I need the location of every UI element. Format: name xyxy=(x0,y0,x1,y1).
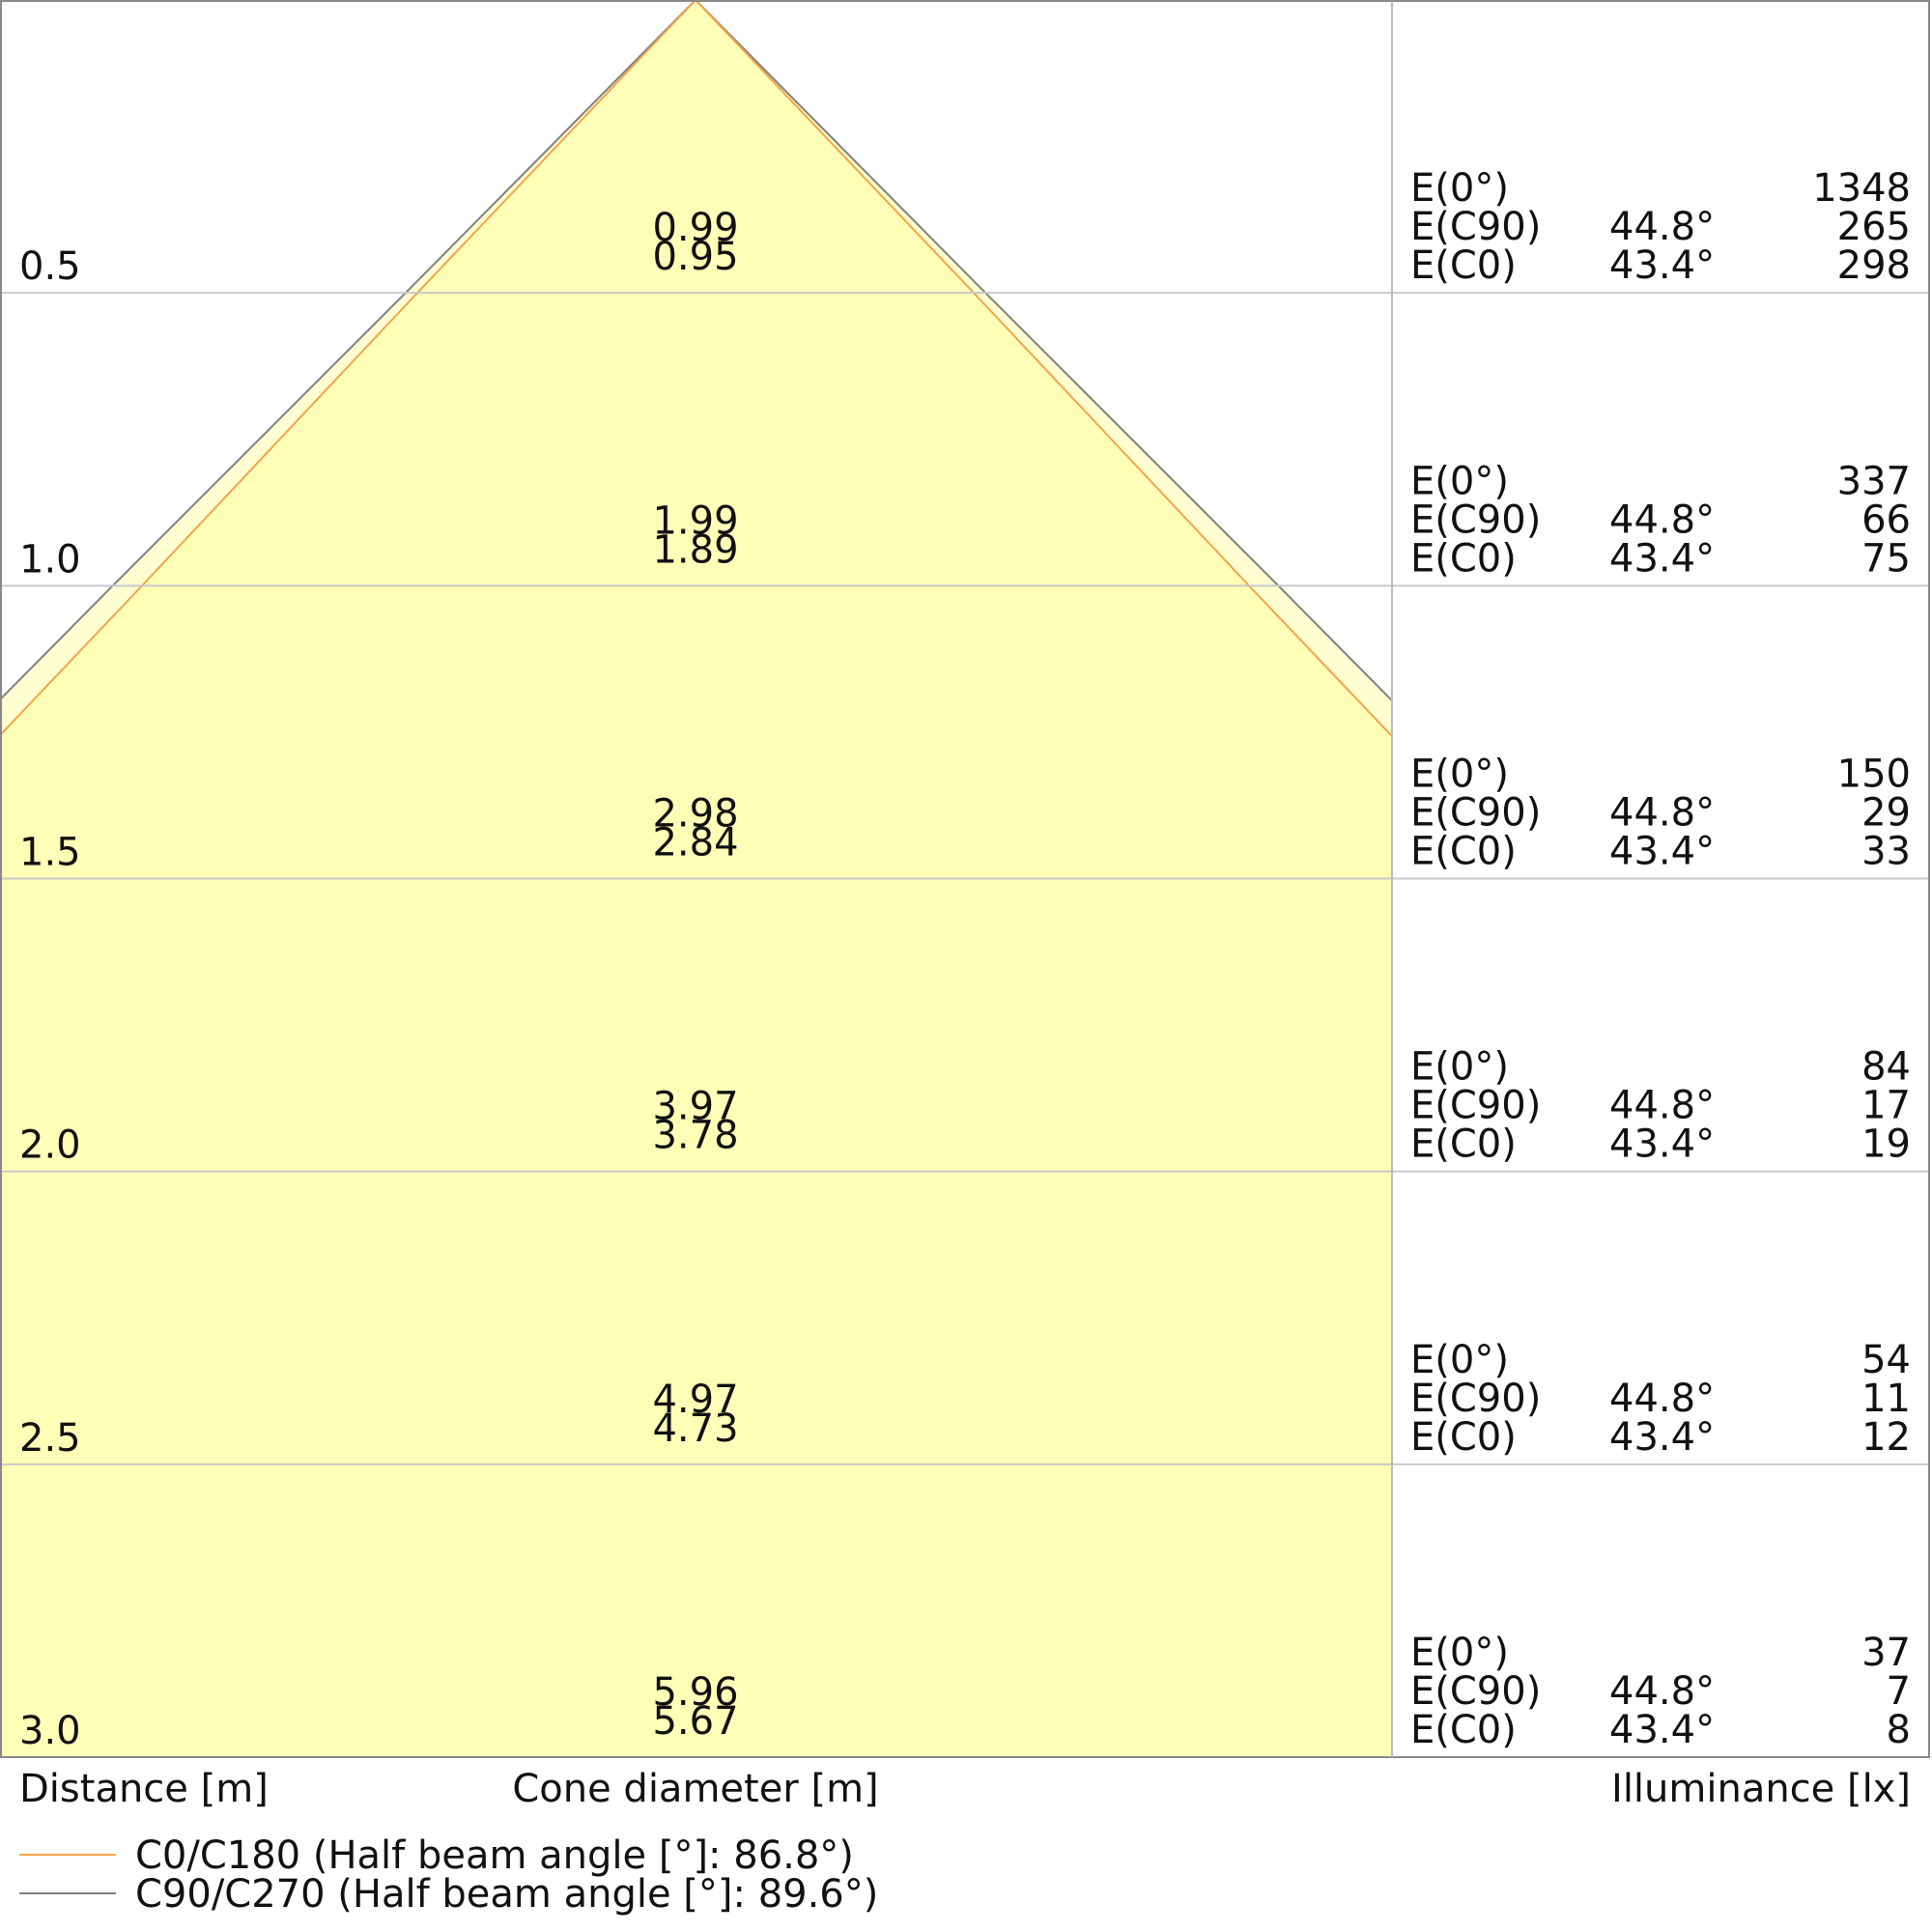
distance-label: 2.0 xyxy=(19,1123,81,1168)
illuminance-angle: 43.4° xyxy=(1609,536,1715,581)
illuminance-label: E(C0) xyxy=(1410,1415,1517,1460)
illuminance-value: 29 xyxy=(1861,791,1911,836)
illuminance-angle: 43.4° xyxy=(1609,1122,1715,1167)
illuminance-label: E(C90) xyxy=(1410,205,1541,249)
illuminance-label: E(C90) xyxy=(1410,1084,1541,1128)
cone-diameter: 1.89 xyxy=(652,527,738,572)
illuminance-label: E(C90) xyxy=(1410,497,1541,542)
illuminance-label: E(C90) xyxy=(1410,791,1541,836)
distance-label: 1.0 xyxy=(19,537,81,582)
illuminance-value: 66 xyxy=(1861,497,1911,542)
illuminance-value: 1348 xyxy=(1812,166,1911,211)
illuminance-angle: 44.8° xyxy=(1609,497,1715,542)
cone-diameter: 3.78 xyxy=(652,1114,738,1158)
illuminance-label: E(C90) xyxy=(1410,1377,1541,1421)
illuminance-value: 8 xyxy=(1887,1708,1911,1752)
illuminance-label: E(C0) xyxy=(1410,830,1517,874)
illuminance-angle: 44.8° xyxy=(1609,791,1715,836)
illuminance-value: 17 xyxy=(1861,1084,1911,1128)
cone-diameter: 4.97 xyxy=(652,1378,738,1422)
illuminance-value: 150 xyxy=(1837,753,1911,797)
cone-diameter: 2.98 xyxy=(652,792,738,837)
illuminance-label: E(0°) xyxy=(1410,459,1509,503)
illuminance-label: E(C90) xyxy=(1410,1669,1541,1714)
illuminance-value: 337 xyxy=(1837,459,1911,503)
illuminance-angle: 43.4° xyxy=(1609,243,1715,288)
illuminance-value: 7 xyxy=(1887,1669,1911,1714)
cone-diameter: 1.99 xyxy=(652,498,738,543)
illuminance-value: 298 xyxy=(1837,243,1911,288)
legend-label: C90/C270 (Half beam angle [°]: 89.6°) xyxy=(135,1872,878,1917)
illuminance-value: 33 xyxy=(1861,830,1911,874)
cone-diameter: 5.96 xyxy=(652,1670,738,1715)
illuminance-axis-label: Illuminance [lx] xyxy=(1611,1767,1911,1811)
legend: C0/C180 (Half beam angle [°]: 86.8°)C90/… xyxy=(19,1833,878,1917)
illuminance-angle: 43.4° xyxy=(1609,830,1715,874)
distance-label: 1.5 xyxy=(19,831,81,875)
illuminance-value: 54 xyxy=(1861,1338,1911,1382)
illuminance-angle: 43.4° xyxy=(1609,1415,1715,1460)
illuminance-value: 19 xyxy=(1861,1122,1911,1167)
cone-diameter: 5.67 xyxy=(652,1699,738,1744)
illuminance-angle: 43.4° xyxy=(1609,1708,1715,1752)
illuminance-label: E(0°) xyxy=(1410,166,1509,211)
cone-diameter: 0.95 xyxy=(652,235,738,279)
illuminance-value: 11 xyxy=(1861,1377,1911,1421)
distance-axis-label: Distance [m] xyxy=(19,1767,269,1811)
distance-label: 2.5 xyxy=(19,1416,81,1461)
labels: 0.5 0.990.95 E(0°) 1348 E(C90) 44.8° 265 E(C0) 4… xyxy=(19,166,1911,1753)
illuminance-label: E(0°) xyxy=(1410,1631,1509,1675)
illuminance-angle: 44.8° xyxy=(1609,205,1715,249)
panel-border xyxy=(0,0,1930,1758)
legend-label: C0/C180 (Half beam angle [°]: 86.8°) xyxy=(135,1833,854,1878)
distance-label: 0.5 xyxy=(19,244,81,289)
distance-label: 3.0 xyxy=(19,1709,81,1753)
illuminance-value: 12 xyxy=(1861,1415,1911,1460)
illuminance-angle: 44.8° xyxy=(1609,1377,1715,1421)
illuminance-label: E(0°) xyxy=(1410,1045,1509,1090)
grid xyxy=(1,292,1929,1465)
illuminance-label: E(C0) xyxy=(1410,243,1517,288)
illuminance-value: 75 xyxy=(1861,536,1911,581)
cone-diameter: 2.84 xyxy=(652,821,738,866)
illuminance-value: 265 xyxy=(1837,205,1911,249)
illuminance-label: E(C0) xyxy=(1410,1708,1517,1752)
illuminance-angle: 44.8° xyxy=(1609,1084,1715,1128)
cone-axis-label: Cone diameter [m] xyxy=(512,1767,878,1811)
illuminance-label: E(0°) xyxy=(1410,1338,1509,1382)
illuminance-label: E(C0) xyxy=(1410,536,1517,581)
illuminance-angle: 44.8° xyxy=(1609,1669,1715,1714)
illuminance-label: E(C0) xyxy=(1410,1122,1517,1167)
cone-diameter: 3.97 xyxy=(652,1085,738,1129)
illuminance-value: 84 xyxy=(1861,1045,1911,1090)
illuminance-value: 37 xyxy=(1861,1631,1911,1675)
cone-diameter: 0.99 xyxy=(652,206,738,250)
illuminance-label: E(0°) xyxy=(1410,753,1509,797)
cone-diameter: 4.73 xyxy=(652,1406,738,1451)
